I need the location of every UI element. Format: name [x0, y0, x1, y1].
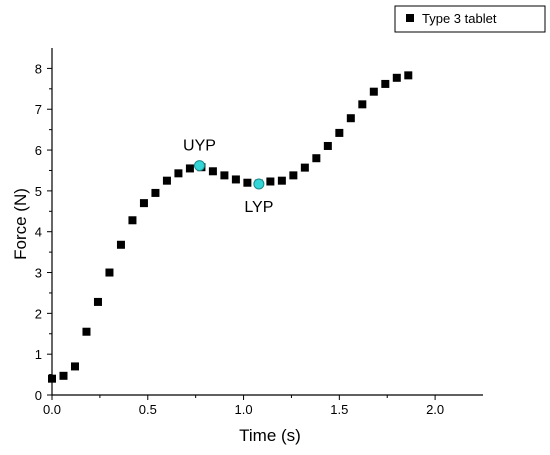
- data-point: [174, 169, 183, 178]
- x-tick-label: 1.0: [235, 402, 253, 417]
- y-tick-label: 4: [35, 225, 42, 240]
- data-point: [335, 128, 344, 137]
- annotation-point: [253, 178, 265, 190]
- data-point: [289, 171, 298, 180]
- data-point: [220, 171, 229, 180]
- y-tick-label: 1: [35, 347, 42, 362]
- axes: [51, 48, 483, 396]
- data-point: [381, 79, 390, 88]
- y-tick-label: 2: [35, 306, 42, 321]
- data-point: [128, 216, 137, 225]
- data-point: [369, 87, 378, 96]
- x-axis-title: Time (s): [239, 426, 301, 445]
- y-tick-label: 0: [35, 388, 42, 403]
- data-point: [266, 177, 275, 186]
- y-tick-label: 6: [35, 143, 42, 158]
- x-tick-label: 0.5: [139, 402, 157, 417]
- x-tick-label: 1.5: [330, 402, 348, 417]
- data-point: [105, 268, 114, 277]
- y-axis-title: Force (N): [11, 188, 30, 260]
- data-point: [243, 178, 252, 187]
- annotation-label: UYP: [183, 138, 216, 155]
- data-point: [323, 141, 332, 150]
- legend-label: Type 3 tablet: [422, 11, 497, 26]
- data-point: [139, 199, 148, 208]
- data-point: [48, 374, 56, 383]
- data-point: [404, 71, 413, 80]
- x-tick-label: 2.0: [426, 402, 444, 417]
- y-tick-label: 8: [35, 61, 42, 76]
- axis-ticks: 0.0 0.5 1.0 1.5 2.0 0 1 2 3 4 5 6 7 8: [35, 61, 444, 417]
- data-point: [346, 114, 355, 123]
- annotation-point: [193, 160, 205, 172]
- y-tick-label: 3: [35, 266, 42, 281]
- legend-box: [394, 5, 546, 33]
- data-point: [277, 176, 286, 185]
- data-point: [358, 100, 367, 109]
- data-point: [208, 167, 217, 176]
- data-point: [151, 188, 160, 197]
- data-point: [59, 371, 68, 380]
- x-tick-label: 0.0: [43, 402, 61, 417]
- data-point: [82, 327, 91, 336]
- data-point: [162, 176, 171, 185]
- data-point: [392, 73, 401, 82]
- y-tick-label: 7: [35, 102, 42, 117]
- data-point: [116, 240, 125, 249]
- data-point: [312, 154, 321, 163]
- annotation-label: LYP: [244, 199, 273, 216]
- y-tick-label: 5: [35, 184, 42, 199]
- data-point: [70, 362, 79, 371]
- data-points: [48, 71, 413, 383]
- legend: Type 3 tablet: [394, 5, 546, 33]
- data-point: [185, 164, 194, 173]
- annotations: UYP LYP: [183, 138, 273, 216]
- data-point: [93, 297, 102, 306]
- data-point: [231, 175, 240, 184]
- data-point: [300, 163, 309, 172]
- legend-marker: [406, 14, 414, 22]
